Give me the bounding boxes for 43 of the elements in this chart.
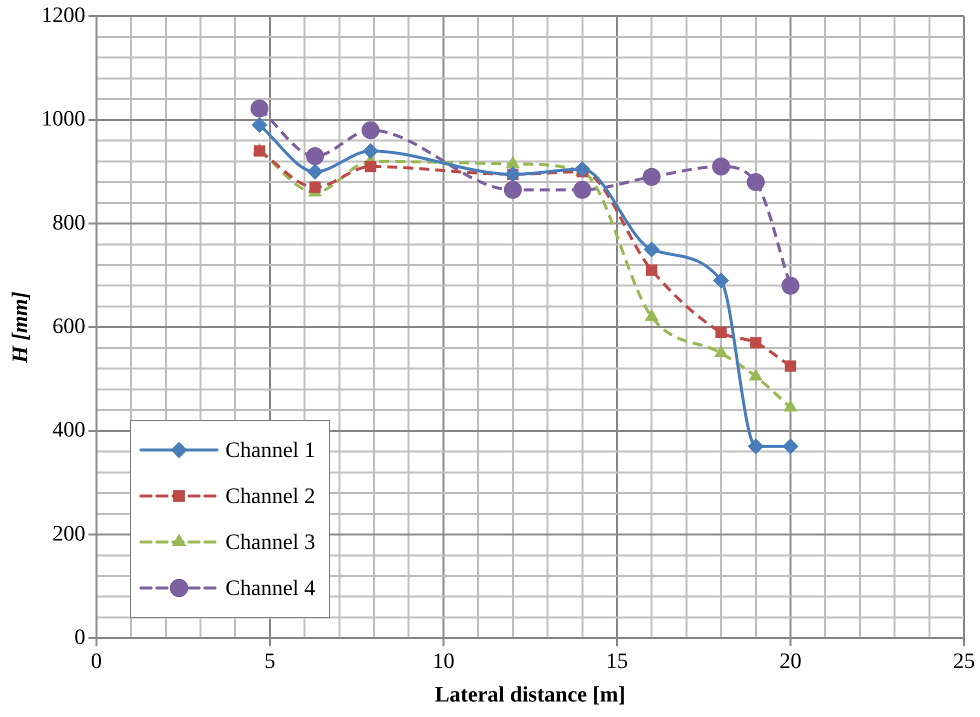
point	[781, 276, 800, 295]
x-tick-label: 10	[432, 648, 454, 674]
point	[574, 161, 590, 178]
y-tick-label: 1000	[41, 106, 86, 131]
point	[362, 142, 379, 159]
point	[646, 264, 658, 276]
point	[573, 180, 592, 199]
y-axis-title: H [mm]	[6, 291, 32, 364]
legend-label: Channel 1	[225, 437, 316, 464]
y-tick-label: 600	[52, 312, 86, 338]
point	[782, 438, 798, 454]
x-tick-label: 5	[264, 648, 276, 674]
point	[252, 117, 268, 134]
point	[250, 99, 269, 118]
x-tick-label: 25	[953, 648, 975, 674]
legend-label: Channel 3	[225, 529, 316, 556]
point	[715, 326, 727, 338]
y-tick-label: 400	[52, 416, 86, 442]
point	[307, 164, 324, 180]
point	[750, 337, 762, 348]
point	[254, 145, 266, 157]
y-tick-label: 200	[52, 520, 86, 546]
point	[362, 121, 380, 140]
point	[364, 160, 376, 172]
point	[712, 158, 730, 176]
point	[642, 168, 661, 186]
x-tick-label: 15	[606, 648, 628, 674]
y-tick-label: 0	[74, 624, 86, 649]
point	[748, 438, 764, 454]
point	[309, 182, 321, 193]
point	[644, 241, 660, 258]
legend-label: Channel 2	[225, 483, 316, 510]
x-axis-title: Lateral distance [m]	[434, 681, 626, 706]
point	[784, 360, 796, 372]
point	[504, 180, 522, 199]
point	[713, 272, 730, 289]
legend-label: Channel 4	[225, 575, 316, 602]
point	[306, 147, 324, 166]
x-tick-label: 20	[779, 648, 802, 674]
y-tick-label: 1200	[41, 2, 86, 27]
point	[746, 173, 765, 192]
x-tick-label: 0	[90, 648, 102, 674]
y-tick-label: 800	[52, 209, 86, 234]
